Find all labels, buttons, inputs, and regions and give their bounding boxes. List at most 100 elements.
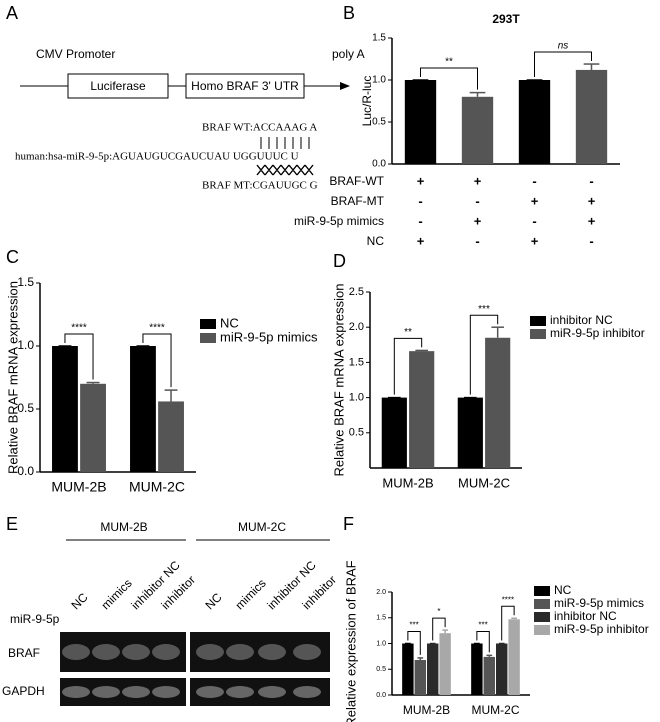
- condition-sign: +: [588, 193, 596, 208]
- significance-label: ns: [558, 41, 569, 52]
- legend-swatch: [530, 329, 546, 339]
- blot-band: [196, 686, 224, 698]
- lane-label: mimics: [232, 576, 268, 612]
- mt-sequence: BRAF MT:CGAUUGC G: [202, 180, 318, 192]
- significance-label: ****: [71, 323, 87, 334]
- legend-label: NC: [220, 315, 239, 330]
- bar: [80, 383, 106, 472]
- legend-swatch: [534, 612, 550, 622]
- bar: [381, 397, 407, 468]
- x-tick-label: MUM-2B: [51, 479, 106, 495]
- x-tick-label: MUM-2C: [129, 479, 185, 495]
- luciferase-label: Luciferase: [90, 79, 146, 93]
- significance-bracket: [420, 67, 478, 90]
- legend-label: miR-9-5p mimics: [220, 329, 318, 344]
- group-label: MUM-2B: [100, 520, 147, 534]
- blot-band: [122, 686, 150, 698]
- utr-box: [185, 73, 305, 99]
- y-tick-label: 0.5: [376, 666, 386, 673]
- condition-label: BRAF-MT: [331, 194, 385, 208]
- x-tick-label: MUM-2C: [472, 703, 520, 717]
- y-tick-label: 1.5: [376, 615, 386, 622]
- significance-label: ***: [478, 621, 487, 630]
- lane-label: NC: [202, 590, 224, 612]
- bar: [485, 337, 511, 468]
- significance-label: **: [445, 57, 453, 68]
- y-axis-label: Luc/R-luc: [360, 76, 374, 127]
- arrow-head: [340, 82, 350, 90]
- significance-label: ***: [478, 304, 490, 315]
- western-blot: MUM-2B MUM-2C miR-9-5p BRAF GAPDH NC mimi…: [2, 520, 339, 706]
- panel-label: D: [333, 251, 346, 271]
- condition-sign: -: [475, 193, 479, 208]
- y-tick-label: 0.5: [17, 401, 34, 415]
- y-axis-label: Relative BRAF mRNA expression: [5, 281, 20, 474]
- blot-band: [92, 644, 120, 660]
- blot-band: [122, 644, 150, 660]
- significance-bracket: [407, 631, 421, 655]
- significance-label: ****: [149, 323, 165, 334]
- y-tick-label: 1.0: [372, 75, 386, 86]
- y-tick-label: 0.0: [372, 159, 386, 170]
- panel-label: C: [6, 247, 19, 267]
- condition-label: NC: [367, 234, 385, 248]
- panel-label: A: [6, 3, 18, 23]
- bar: [404, 80, 437, 164]
- legend-swatch: [200, 333, 216, 343]
- condition-sign: +: [417, 173, 425, 188]
- blot-band: [152, 686, 180, 698]
- panel-label: F: [343, 514, 354, 534]
- legend-label: miR-9-5p inhibitor: [554, 622, 649, 636]
- y-tick-label: 1.5: [349, 356, 364, 368]
- condition-sign: -: [418, 213, 422, 228]
- bar: [508, 619, 520, 695]
- pairing-lines: [260, 137, 310, 149]
- significance-label: **: [404, 327, 412, 338]
- bar: [518, 80, 551, 164]
- mismatch-marks: [256, 164, 314, 176]
- blot-band: [258, 686, 286, 698]
- blot-label: GAPDH: [2, 684, 45, 698]
- significance-bracket: [469, 314, 499, 395]
- bar: [575, 69, 608, 164]
- blot-band: [293, 644, 321, 660]
- y-tick-label: 0.0: [376, 692, 386, 699]
- condition-sign: +: [474, 173, 482, 188]
- poly-a-label: poly A: [332, 47, 365, 61]
- significance-bracket: [432, 617, 446, 641]
- bar: [426, 643, 439, 695]
- legend-label: miR-9-5p mimics: [554, 596, 644, 610]
- wt-sequence: BRAF WT:ACCAAAG A: [202, 122, 317, 134]
- mirna-sequence: human:hsa-miR-9-5p:AGUAUGUCGAUCUAU UGGUU…: [15, 151, 299, 163]
- condition-label: miR-9-5p mimics: [294, 214, 384, 228]
- y-tick-label: 1.5: [372, 33, 386, 44]
- legend-swatch: [200, 319, 216, 329]
- bar: [471, 643, 483, 695]
- lane-label: NC: [68, 590, 90, 612]
- blot-band: [196, 644, 224, 660]
- lane-label: mimics: [98, 576, 134, 612]
- promoter-label: CMV Promoter: [36, 47, 115, 61]
- y-tick-label: 0.5: [349, 427, 364, 439]
- legend-label: inhibitor NC: [550, 313, 613, 327]
- y-axis-label: Relative BRAF mRNA expression: [331, 284, 346, 477]
- blot-band: [62, 644, 90, 660]
- significance-bracket: [476, 631, 490, 653]
- significance-bracket: [501, 605, 515, 641]
- bar: [414, 659, 427, 695]
- x-tick-label: MUM-2B: [403, 703, 450, 717]
- panel-label: E: [6, 514, 18, 534]
- luciferase-box: [67, 73, 169, 99]
- bar: [461, 96, 494, 164]
- condition-sign: +: [474, 213, 482, 228]
- y-tick-label: 1.5: [17, 275, 34, 289]
- y-tick-label: 1.0: [17, 338, 34, 352]
- x-tick-label: MUM-2B: [382, 475, 433, 490]
- construct-diagram: CMV Promoter poly A Luciferase Homo BRAF…: [15, 47, 365, 191]
- condition-label: BRAF-WT: [329, 174, 384, 188]
- legend-swatch: [534, 586, 550, 596]
- significance-bracket: [393, 337, 423, 395]
- bar: [130, 346, 156, 472]
- y-axis-label: Relative expression of BRAF: [343, 560, 358, 722]
